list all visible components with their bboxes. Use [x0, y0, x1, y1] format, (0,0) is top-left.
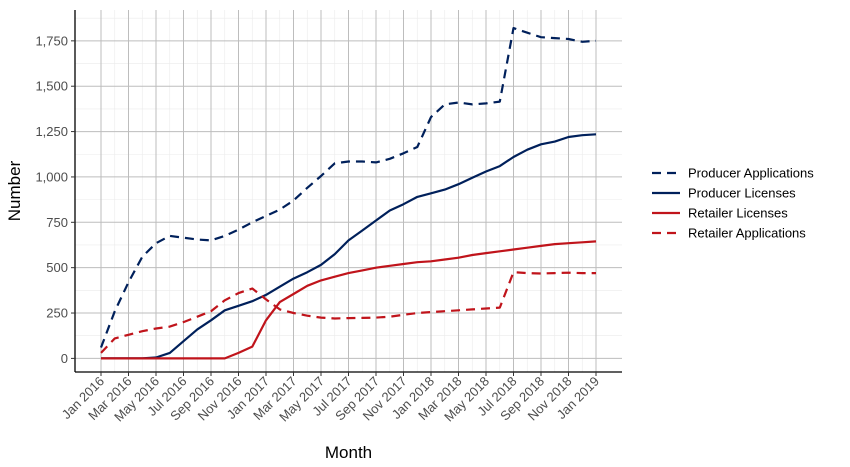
axes	[71, 10, 622, 376]
legend: Producer Applications Producer Licenses Re…	[652, 166, 814, 241]
legend-label: Producer Applications	[688, 166, 814, 181]
y-tick-label: 750	[46, 215, 68, 230]
y-tick-labels: 0 250 500 750 1,000 1,250 1,500 1,750	[35, 33, 68, 366]
series-line-retailer-applications	[100, 271, 596, 354]
legend-label: Retailer Licenses	[688, 206, 788, 221]
y-tick-label: 0	[61, 351, 68, 366]
y-tick-label: 1,750	[35, 33, 68, 48]
grid-minor	[75, 10, 622, 372]
y-tick-label: 1,500	[35, 79, 68, 94]
y-tick-label: 500	[46, 260, 68, 275]
x-axis-title: Month	[325, 443, 372, 462]
series-line-retailer-licenses	[101, 240, 597, 360]
y-tick-label: 1,250	[35, 124, 68, 139]
y-tick-label: 250	[46, 306, 68, 321]
series-line-producer-applications	[99, 27, 597, 348]
legend-label: Retailer Applications	[688, 226, 806, 241]
legend-label: Producer Licenses	[688, 186, 796, 201]
series-line-producer-licenses	[101, 133, 597, 360]
y-tick-label: 1,000	[35, 169, 68, 184]
y-axis-title: Number	[5, 160, 24, 221]
series-layer	[99, 27, 597, 360]
